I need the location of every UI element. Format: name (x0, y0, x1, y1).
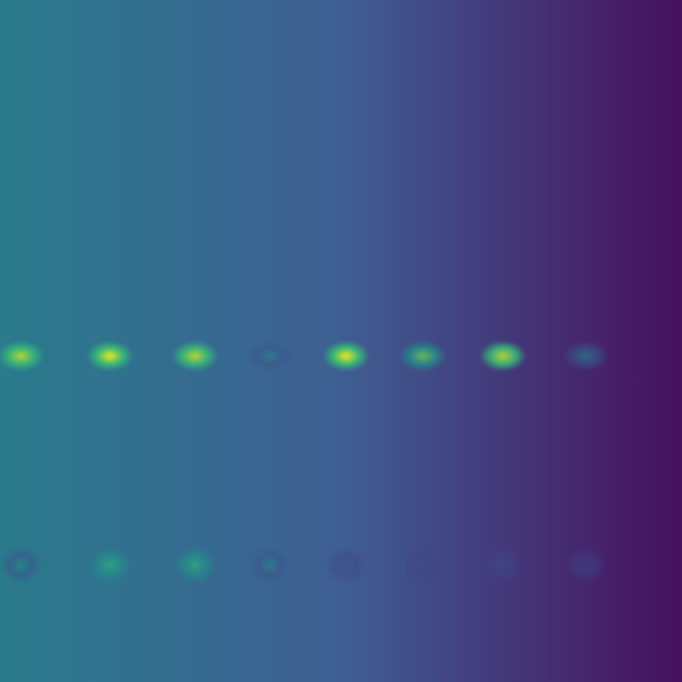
micrograph-canvas (0, 0, 682, 682)
background-gradient (0, 0, 682, 682)
